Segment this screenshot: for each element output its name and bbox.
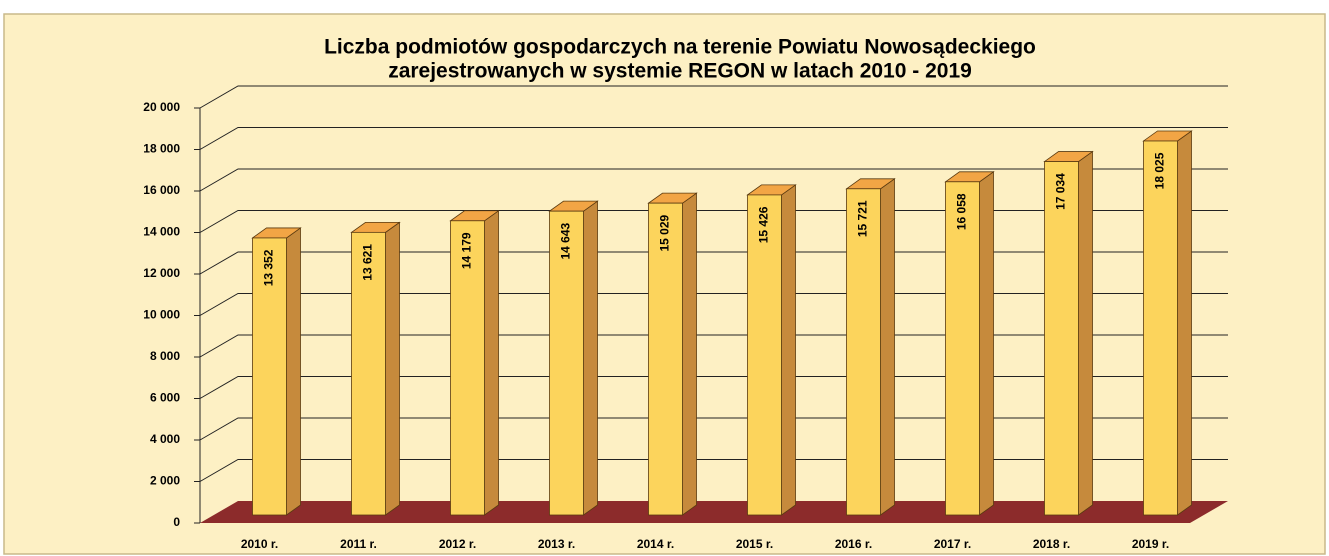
bar-side bbox=[583, 200, 598, 516]
bar bbox=[846, 188, 881, 516]
grid-line bbox=[199, 459, 1228, 482]
x-tick-label: 2017 r. bbox=[934, 537, 971, 551]
bar-side bbox=[880, 178, 895, 516]
bar bbox=[450, 220, 485, 516]
y-tick-label: 8 000 bbox=[150, 349, 180, 363]
chart-title: zarejestrowanych w systemie REGON w lata… bbox=[388, 60, 972, 83]
bar bbox=[1044, 161, 1079, 516]
x-tick-label: 2018 r. bbox=[1033, 537, 1070, 551]
bar-side bbox=[1078, 150, 1093, 516]
grid-line bbox=[199, 376, 1228, 399]
bar bbox=[252, 237, 287, 516]
value-label: 18 025 bbox=[1153, 152, 1167, 189]
bar-side bbox=[286, 227, 301, 516]
value-label: 13 621 bbox=[361, 244, 375, 281]
grid-line bbox=[199, 127, 1228, 150]
x-tick-label: 2015 r. bbox=[736, 537, 773, 551]
x-tick-label: 2019 r. bbox=[1132, 537, 1169, 551]
grid-line bbox=[199, 251, 1228, 275]
y-tick-label: 10 000 bbox=[143, 308, 180, 322]
value-label: 15 721 bbox=[856, 200, 870, 237]
bar-side bbox=[781, 184, 796, 516]
x-tick-label: 2013 r. bbox=[538, 537, 575, 551]
x-tick-label: 2016 r. bbox=[835, 537, 872, 551]
value-label: 13 352 bbox=[262, 249, 276, 286]
grid-line bbox=[199, 293, 1228, 316]
bar bbox=[549, 210, 584, 516]
y-tick-label: 14 000 bbox=[143, 225, 180, 239]
x-tick-label: 2010 r. bbox=[241, 537, 278, 551]
bar bbox=[648, 202, 683, 516]
bar-side bbox=[385, 221, 400, 516]
y-tick-label: 12 000 bbox=[143, 266, 180, 280]
value-label: 16 058 bbox=[955, 193, 969, 230]
bar-side bbox=[1177, 130, 1192, 516]
chart-title: Liczba podmiotów gospodarczych na tereni… bbox=[324, 36, 1036, 59]
y-tick-label: 20 000 bbox=[143, 100, 180, 114]
bar bbox=[1143, 140, 1178, 516]
grid-line bbox=[199, 210, 1228, 233]
bar bbox=[747, 194, 782, 516]
x-tick-label: 2014 r. bbox=[637, 537, 674, 551]
x-tick-label: 2012 r. bbox=[439, 537, 476, 551]
y-tick-label: 4 000 bbox=[150, 432, 180, 446]
bar bbox=[945, 181, 980, 516]
bar-side bbox=[484, 210, 499, 516]
value-label: 14 179 bbox=[460, 232, 474, 269]
y-tick-label: 2 000 bbox=[150, 474, 180, 488]
x-tick-label: 2011 r. bbox=[340, 537, 377, 551]
grid-line bbox=[199, 417, 1228, 441]
value-label: 15 426 bbox=[757, 206, 771, 243]
y-tick-label: 18 000 bbox=[143, 142, 180, 156]
value-label: 17 034 bbox=[1054, 173, 1068, 210]
y-tick-label: 0 bbox=[173, 515, 180, 529]
value-label: 14 643 bbox=[559, 222, 573, 259]
grid-line bbox=[199, 85, 1228, 109]
grid-line bbox=[199, 334, 1228, 358]
y-tick-label: 6 000 bbox=[150, 391, 180, 405]
bar bbox=[351, 231, 386, 516]
value-label: 15 029 bbox=[658, 214, 672, 251]
bar-side bbox=[979, 171, 994, 516]
grid-line bbox=[199, 168, 1228, 192]
bar-side bbox=[682, 192, 697, 516]
y-tick-label: 16 000 bbox=[143, 183, 180, 197]
